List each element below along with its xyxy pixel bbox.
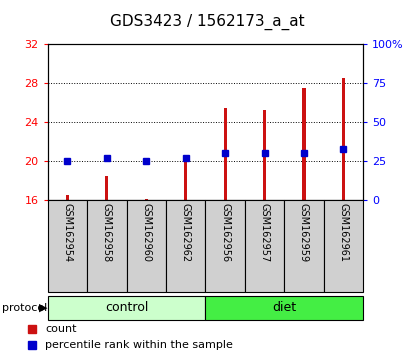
Text: ▶: ▶: [39, 303, 47, 313]
Bar: [48, 296, 205, 320]
Bar: [145, 199, 148, 200]
Bar: [224, 108, 227, 200]
Text: GSM162954: GSM162954: [62, 203, 73, 262]
Text: GDS3423 / 1562173_a_at: GDS3423 / 1562173_a_at: [110, 14, 305, 30]
Text: diet: diet: [272, 301, 296, 314]
Bar: [48, 200, 87, 292]
Bar: [127, 200, 166, 292]
Text: GSM162956: GSM162956: [220, 203, 230, 262]
Text: percentile rank within the sample: percentile rank within the sample: [46, 340, 233, 350]
Text: count: count: [46, 324, 77, 334]
Bar: [324, 200, 363, 292]
Bar: [87, 200, 127, 292]
Bar: [105, 176, 108, 200]
Text: GSM162959: GSM162959: [299, 203, 309, 262]
Text: GSM162958: GSM162958: [102, 203, 112, 262]
Bar: [66, 195, 69, 200]
Text: control: control: [105, 301, 148, 314]
Bar: [205, 296, 363, 320]
Text: protocol: protocol: [2, 303, 47, 313]
Text: GSM162960: GSM162960: [141, 203, 151, 262]
Bar: [284, 200, 324, 292]
Bar: [166, 200, 205, 292]
Bar: [184, 160, 187, 200]
Bar: [303, 88, 305, 200]
Bar: [205, 200, 245, 292]
Bar: [245, 200, 284, 292]
Text: GSM162961: GSM162961: [338, 203, 349, 262]
Bar: [263, 110, 266, 200]
Text: GSM162962: GSM162962: [181, 203, 191, 262]
Text: GSM162957: GSM162957: [259, 203, 270, 262]
Bar: [342, 78, 345, 200]
